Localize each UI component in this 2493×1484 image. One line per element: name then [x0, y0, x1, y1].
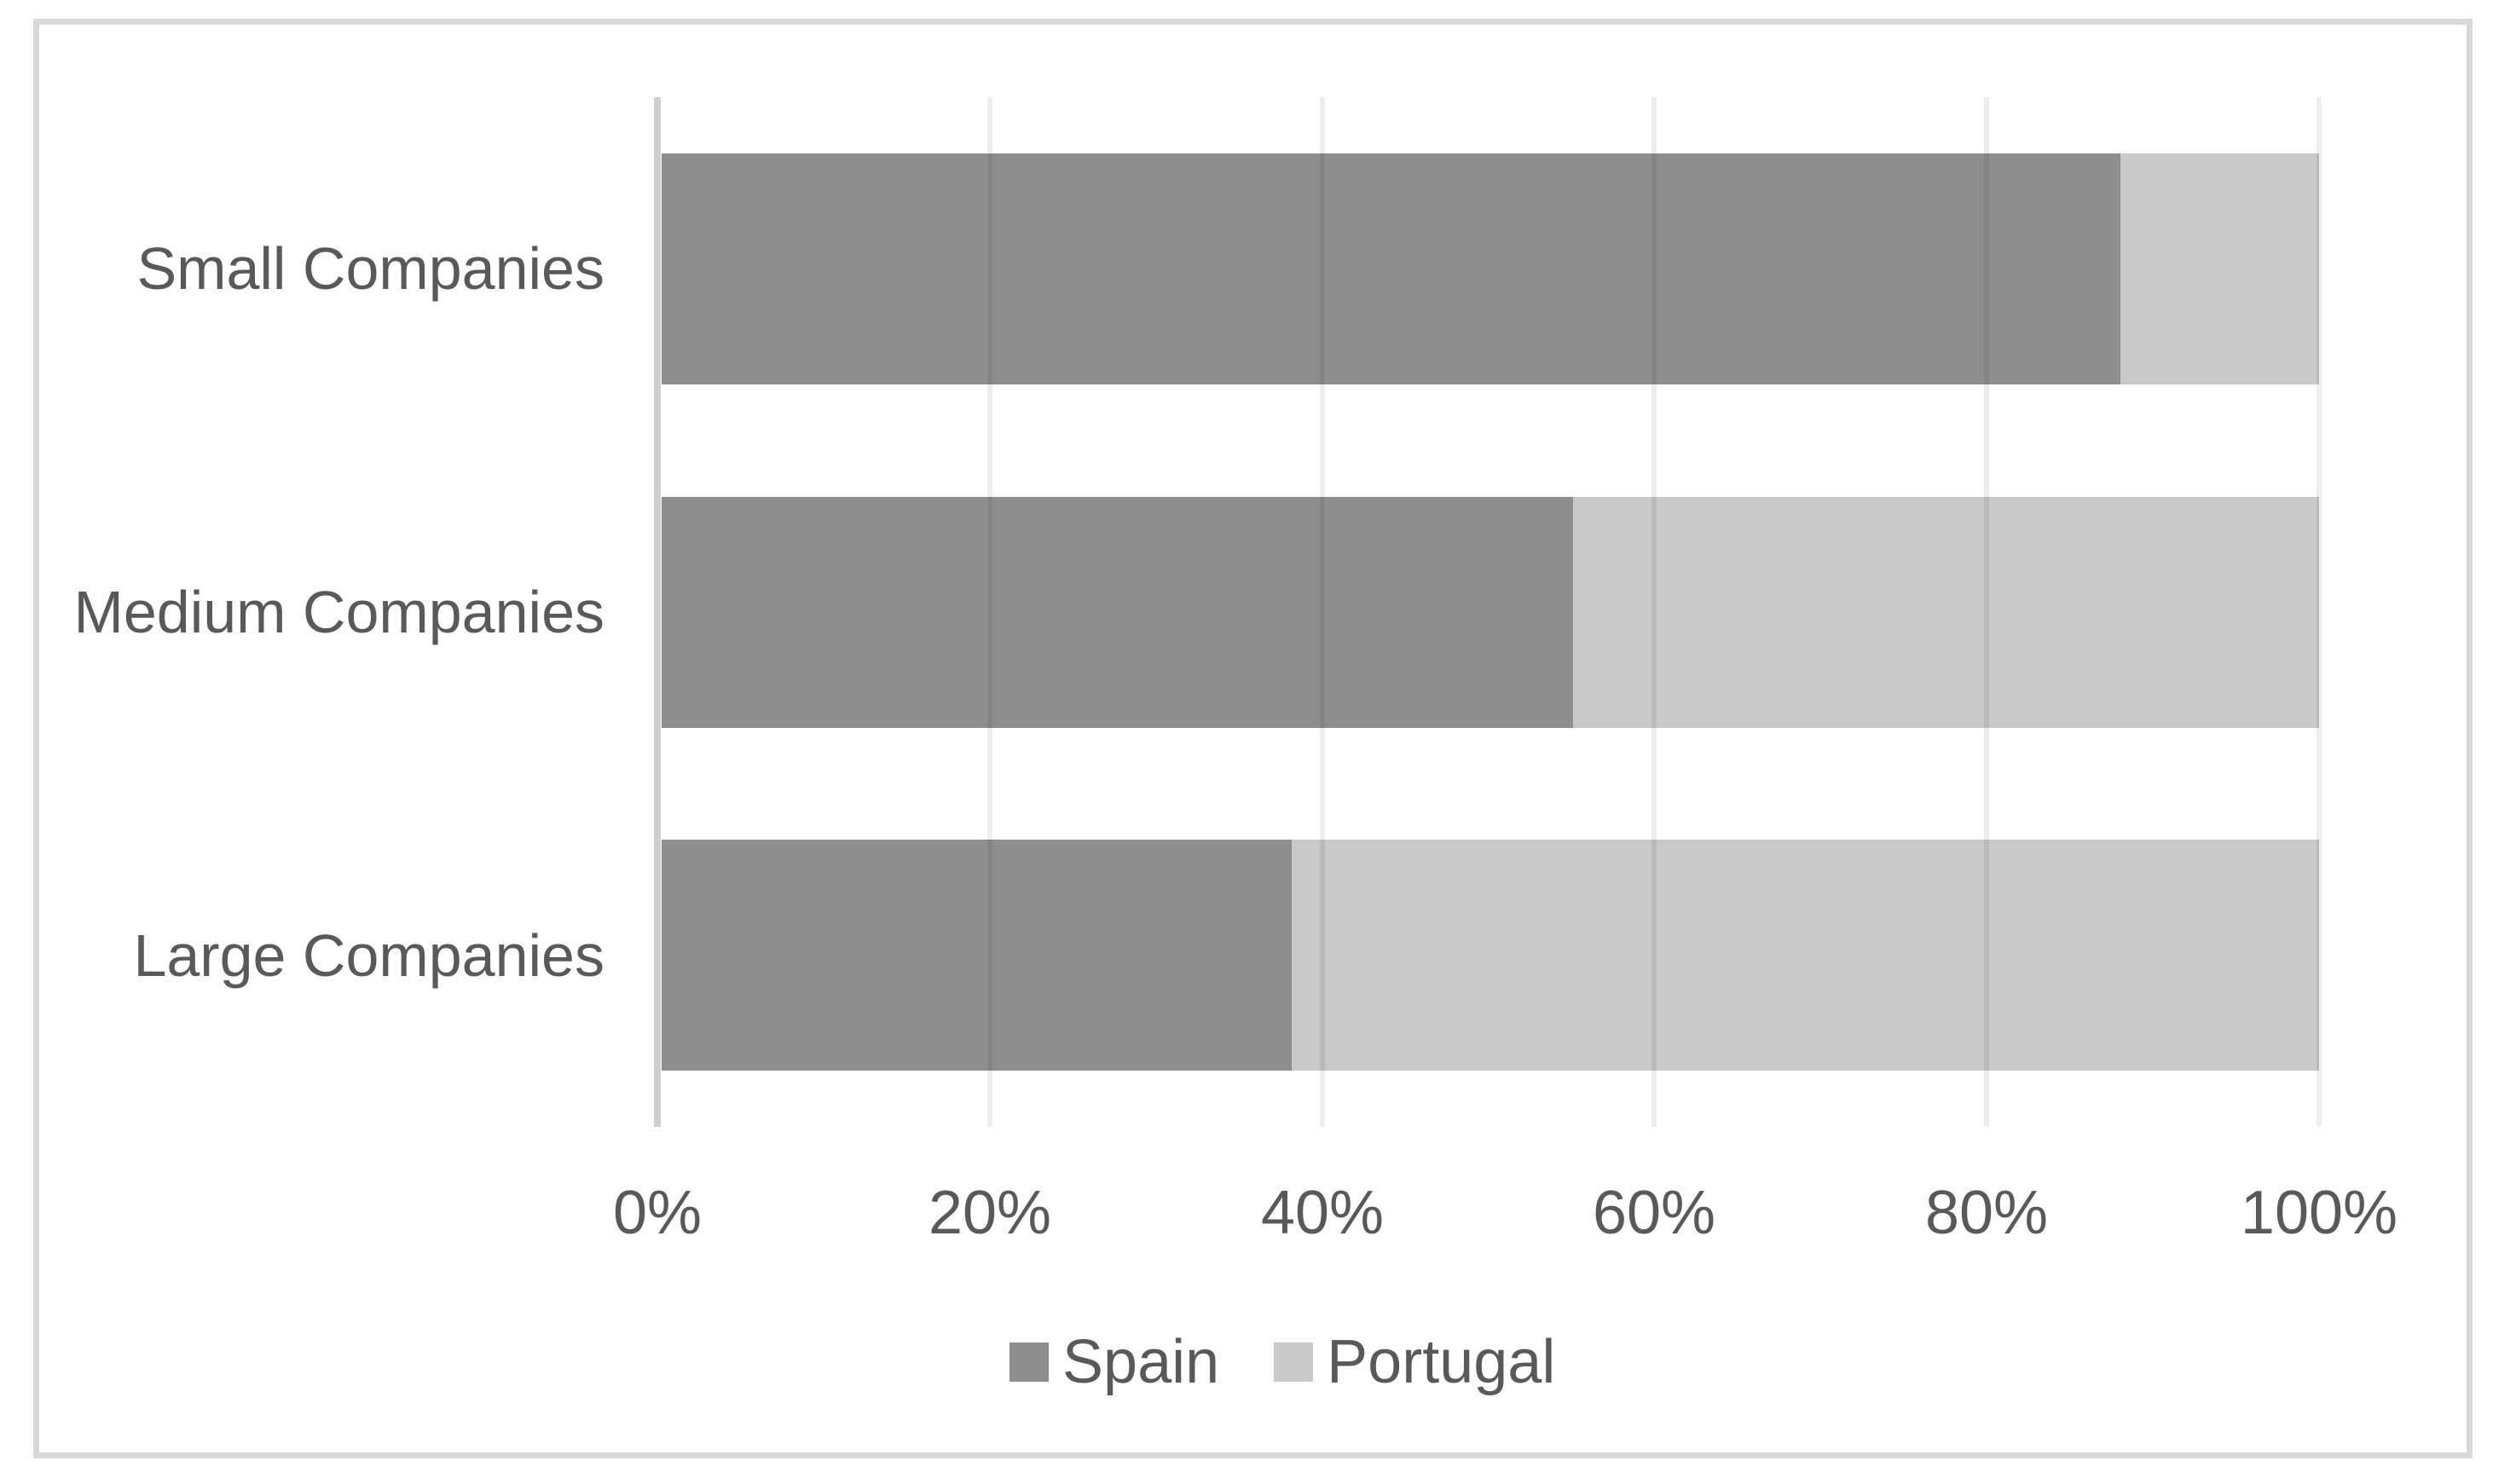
legend-label-spain: Spain	[1062, 1328, 1220, 1396]
tick-label-20: 20%	[928, 1179, 1052, 1247]
bar-row-medium-companies	[662, 497, 2319, 728]
legend: Spain Portugal	[1009, 1325, 1555, 1399]
plot-area	[654, 97, 2322, 1127]
tick-label-40: 40%	[1260, 1179, 1385, 1247]
tick-label-60: 60%	[1592, 1179, 1716, 1247]
bar-segment-small-companies-portugal	[2120, 153, 2319, 384]
bar-segment-large-companies-spain	[662, 840, 1292, 1071]
legend-label-portugal: Portugal	[1327, 1328, 1556, 1396]
tick-label-0: 0%	[612, 1179, 703, 1247]
chart-border	[33, 19, 2473, 1458]
bar-segment-medium-companies-portugal	[1573, 497, 2319, 728]
legend-entry-portugal: Portugal	[1274, 1327, 1555, 1397]
category-label-large-companies: Large Companies	[133, 922, 604, 989]
legend-swatch-spain	[1009, 1343, 1049, 1382]
category-label-medium-companies: Medium Companies	[73, 579, 604, 645]
bar-row-small-companies	[662, 153, 2319, 384]
bar-row-large-companies	[662, 840, 2319, 1071]
category-axis-line	[654, 97, 661, 1127]
tick-label-80: 80%	[1924, 1179, 2049, 1247]
bar-segment-small-companies-spain	[662, 153, 2120, 384]
legend-swatch-portugal	[1274, 1343, 1314, 1382]
bar-segment-medium-companies-spain	[662, 497, 1574, 728]
bar-segment-large-companies-portugal	[1291, 840, 2319, 1071]
category-label-small-companies: Small Companies	[136, 235, 604, 302]
tick-label-100: 100%	[2240, 1179, 2398, 1247]
legend-entry-spain: Spain	[1009, 1327, 1219, 1397]
